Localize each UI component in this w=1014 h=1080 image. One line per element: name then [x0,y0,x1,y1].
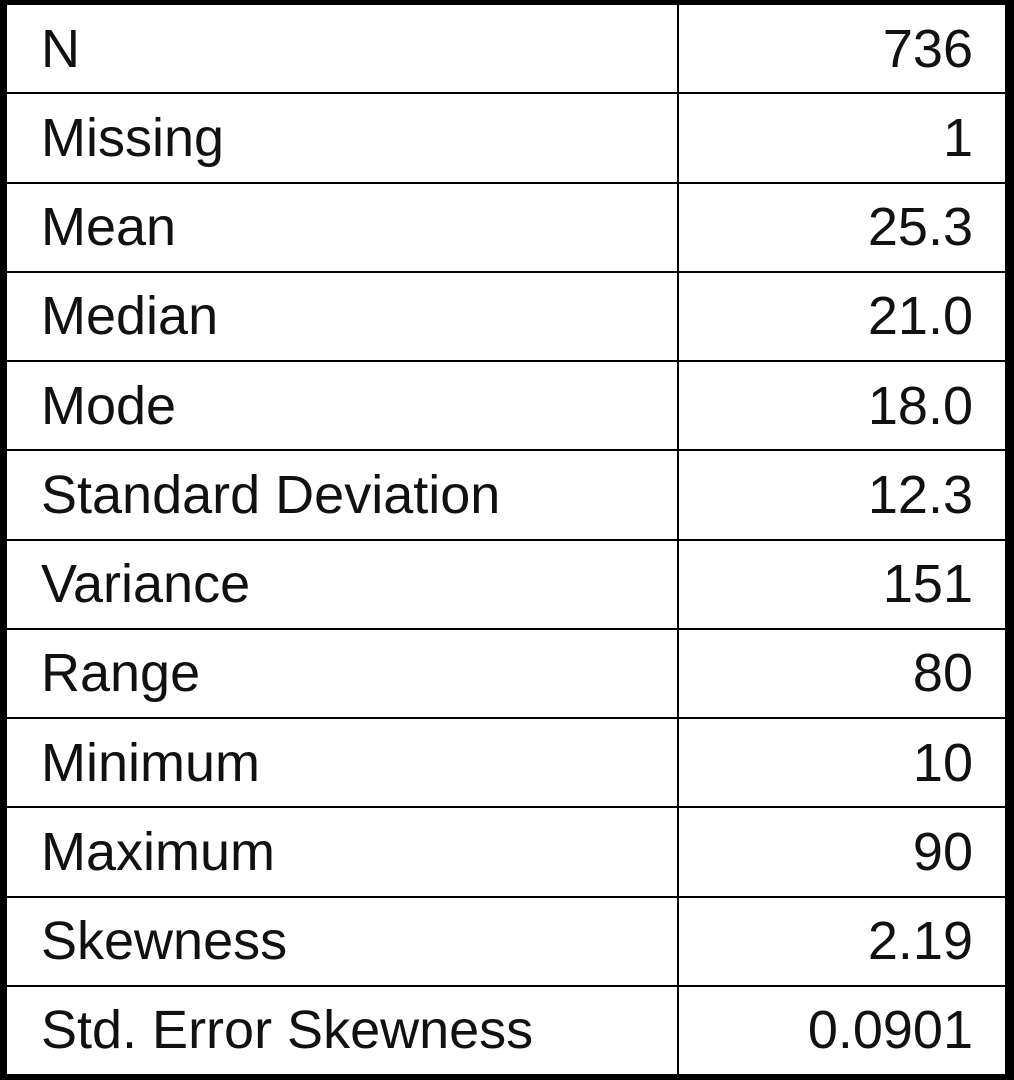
stat-label: Minimum [5,716,679,809]
table-row: Median 21.0 [5,270,1007,363]
stat-value: 736 [677,2,1007,95]
table-row: Maximum 90 [5,806,1007,898]
stat-value: 2.19 [677,895,1007,987]
stat-value: 12.3 [677,449,1007,541]
table-row: Skewness 2.19 [5,895,1007,987]
stat-value: 151 [677,538,1007,630]
stat-label: Standard Deviation [5,449,679,541]
table-row: Standard Deviation 12.3 [5,449,1007,541]
stat-label: Std. Error Skewness [5,984,679,1077]
stat-label: Variance [5,538,679,630]
stat-value: 80 [677,627,1007,720]
stat-value: 21.0 [677,270,1007,363]
descriptive-statistics-table: N 736 Missing 1 Mean 25.3 Median 21.0 Mo… [5,2,1007,1077]
stat-label: Mode [5,359,679,452]
stat-label: Skewness [5,895,679,987]
stat-value: 25.3 [677,181,1007,273]
table-row: Range 80 [5,627,1007,720]
stat-label: Maximum [5,806,679,898]
stat-label: Missing [5,92,679,184]
table-row: Missing 1 [5,92,1007,184]
table-row: Std. Error Skewness 0.0901 [5,984,1007,1077]
stat-value: 0.0901 [677,984,1007,1077]
table-row: Mode 18.0 [5,359,1007,452]
table-row: N 736 [5,2,1007,95]
stat-label: Mean [5,181,679,273]
stat-value: 90 [677,806,1007,898]
stat-label: Range [5,627,679,720]
stat-value: 1 [677,92,1007,184]
table-row: Mean 25.3 [5,181,1007,273]
table-row: Variance 151 [5,538,1007,630]
table-row: Minimum 10 [5,716,1007,809]
stat-label: N [5,2,679,95]
table-body: N 736 Missing 1 Mean 25.3 Median 21.0 Mo… [5,2,1007,1077]
stat-label: Median [5,270,679,363]
stat-value: 18.0 [677,359,1007,452]
stat-value: 10 [677,716,1007,809]
